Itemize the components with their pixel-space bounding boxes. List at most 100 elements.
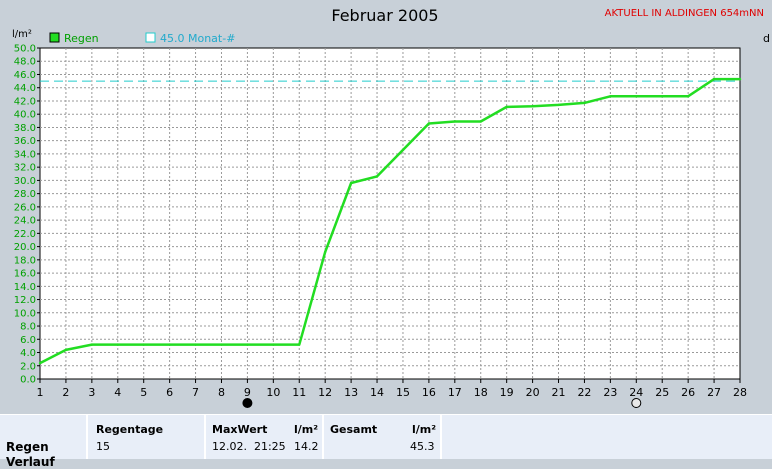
y-tick-label: 34.0 — [14, 149, 36, 160]
y-tick-label: 18.0 — [14, 255, 36, 266]
y-tick-label: 32.0 — [14, 163, 36, 174]
maxwert-header: MaxWert — [212, 423, 268, 436]
x-axis: 1 2 3 4 5 6 7 8 9 10 11 12 13 14 15 16 17 18 19 20 21 22 23 24 2… — [37, 379, 747, 399]
x-tick-label: 3 — [88, 386, 95, 399]
x-tick-label: 2 — [62, 386, 69, 399]
x-tick-label: 8 — [218, 386, 225, 399]
data-point — [427, 122, 431, 125]
x-tick-label: 17 — [448, 386, 462, 399]
legend-label-reference: 45.0 Monat-# — [160, 32, 235, 45]
regentage-cell: Regentage 15 — [88, 415, 206, 459]
y-tick-label: 36.0 — [14, 136, 36, 147]
moon-markers — [242, 398, 642, 408]
series-group — [38, 77, 742, 365]
data-point — [64, 348, 68, 352]
plot-background — [39, 47, 741, 380]
y-tick-label: 28.0 — [14, 189, 36, 200]
data-point — [220, 343, 223, 346]
data-point — [142, 343, 145, 346]
data-point — [531, 105, 534, 108]
data-point — [116, 343, 119, 346]
maxwert-date-time: 12.02. 21:25 — [212, 440, 286, 453]
y-tick-label: 40.0 — [14, 110, 36, 121]
y-tick-label: 48.0 — [14, 57, 36, 68]
data-point — [479, 120, 482, 123]
y-tick-label: 24.0 — [14, 216, 36, 227]
legend-swatch-regen — [49, 32, 60, 43]
rain-chart: 0.0 2.0 4.0 6.0 8.0 10.0 12.0 14.0 16.0 18.0 20.0 2… — [12, 29, 747, 408]
x-tick-label: 11 — [292, 386, 306, 399]
y-tick-label: 12.0 — [14, 295, 36, 306]
data-point — [168, 343, 171, 346]
regentage-value: 15 — [96, 440, 110, 453]
y-tick-label: 42.0 — [14, 96, 36, 107]
data-point — [557, 103, 560, 107]
x-tick-label: 25 — [655, 386, 669, 399]
y-tick-label: 16.0 — [14, 269, 36, 280]
x-tick-label: 24 — [629, 386, 643, 399]
x-tick-label: 6 — [166, 386, 173, 399]
grid-lines — [40, 48, 740, 379]
row-label-verlauf: Verlauf — [6, 455, 55, 469]
data-point — [453, 120, 457, 123]
data-point — [505, 105, 508, 109]
y-tick-label: 50.0 — [14, 44, 36, 55]
legend: Regen 45.0 Monat-# — [49, 32, 235, 45]
live-location-notice: AKTUELL IN ALDINGEN 654mNN — [604, 8, 764, 19]
data-point — [583, 101, 586, 105]
stats-label-cell: Regen Verlauf — [0, 415, 88, 469]
maxwert-cell: MaxWert l/m² 12.02. 21:25 14.2 — [206, 415, 324, 459]
data-point — [609, 95, 612, 98]
y-tick-label: 44.0 — [14, 83, 36, 94]
y-axis-label: l/m² — [12, 29, 32, 40]
x-tick-label: 15 — [396, 386, 410, 399]
gesamt-unit: l/m² — [412, 423, 437, 436]
data-point — [661, 95, 664, 98]
data-point — [738, 77, 742, 81]
y-tick-label: 8.0 — [20, 322, 36, 333]
full-moon-icon — [631, 398, 642, 408]
x-tick-label: 16 — [422, 386, 436, 399]
y-tick-label: 38.0 — [14, 123, 36, 134]
x-tick-label: 28 — [733, 386, 747, 399]
x-tick-label: 14 — [370, 386, 384, 399]
x-tick-label: 4 — [114, 386, 121, 399]
y-tick-label: 6.0 — [20, 335, 36, 346]
y-axis: 0.0 2.0 4.0 6.0 8.0 10.0 12.0 14.0 16.0 18.0 20.0 2… — [14, 44, 40, 386]
x-tick-label: 9 — [244, 386, 251, 399]
y-tick-label: 2.0 — [20, 361, 36, 372]
data-point — [635, 95, 638, 98]
data-point — [712, 77, 716, 81]
y-tick-label: 46.0 — [14, 70, 36, 81]
data-point — [194, 343, 197, 346]
x-tick-label: 20 — [526, 386, 540, 399]
x-tick-label: 12 — [318, 386, 332, 399]
x-tick-label: 5 — [140, 386, 147, 399]
gesamt-cell: Gesamt l/m² 45.3 — [324, 415, 442, 459]
y-tick-label: 10.0 — [14, 308, 36, 319]
y-tick-label: 26.0 — [14, 202, 36, 213]
new-moon-icon — [242, 398, 253, 408]
row-label-regen: Regen — [6, 440, 49, 454]
maxwert-value: 14.2 — [294, 440, 319, 453]
legend-swatch-reference — [145, 32, 156, 43]
y-tick-label: 22.0 — [14, 229, 36, 240]
x-tick-label: 19 — [500, 386, 514, 399]
maxwert-unit: l/m² — [294, 423, 319, 436]
x-tick-label: 18 — [474, 386, 488, 399]
data-point — [38, 361, 42, 365]
x-tick-label: 10 — [266, 386, 280, 399]
x-tick-label: 23 — [603, 386, 617, 399]
x-tick-label: 26 — [681, 386, 695, 399]
y-tick-label: 20.0 — [14, 242, 36, 253]
x-tick-label: 21 — [552, 386, 566, 399]
data-point — [90, 343, 94, 346]
x-tick-label: 13 — [344, 386, 358, 399]
data-point — [246, 343, 249, 346]
x-tick-label: 27 — [707, 386, 721, 399]
data-point — [272, 343, 275, 346]
gesamt-value: 45.3 — [410, 440, 435, 453]
x-tick-label: 22 — [577, 386, 591, 399]
data-point — [375, 175, 379, 178]
y-tick-label: 4.0 — [20, 348, 36, 359]
